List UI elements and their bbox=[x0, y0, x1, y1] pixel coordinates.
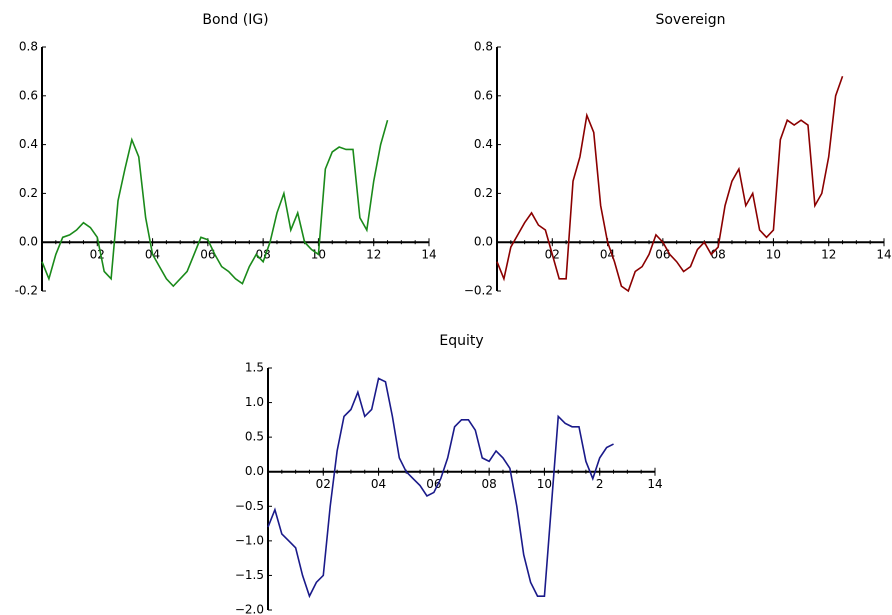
y-tick-label: 0.0 bbox=[474, 235, 493, 249]
y-tick-label: 0.8 bbox=[19, 40, 38, 54]
x-tick-label: 12 bbox=[821, 248, 836, 262]
y-tick-label: −2.0 bbox=[235, 603, 264, 615]
x-tick-label: 2 bbox=[596, 477, 604, 491]
x-tick-label: 04 bbox=[371, 477, 386, 491]
y-tick-label: 0.5 bbox=[245, 430, 264, 444]
y-tick-label: 0.8 bbox=[474, 40, 493, 54]
y-tick-label: −0.2 bbox=[464, 284, 493, 298]
chart-title: Equity bbox=[439, 333, 483, 349]
chart-title: Sovereign bbox=[655, 12, 725, 28]
x-tick-label: 14 bbox=[421, 248, 436, 262]
data-line bbox=[41, 119, 389, 288]
y-tick-label: −0.5 bbox=[235, 499, 264, 513]
y-tick-label: −1.0 bbox=[235, 533, 264, 547]
y-tick-label: 0.6 bbox=[474, 88, 493, 102]
y-tick-label: 0.4 bbox=[474, 137, 493, 151]
x-tick-label: 10 bbox=[766, 248, 781, 262]
y-tick-label: 0.6 bbox=[19, 88, 38, 102]
y-tick-label: 1.0 bbox=[245, 395, 264, 409]
y-tick-label: 0.0 bbox=[19, 235, 38, 249]
x-tick-label: 06 bbox=[426, 477, 441, 491]
y-tick-label: 0.2 bbox=[474, 186, 493, 200]
data-line bbox=[496, 76, 844, 293]
y-tick-label: 0.2 bbox=[19, 186, 38, 200]
y-tick-label: −1.5 bbox=[235, 568, 264, 582]
x-tick-label: 06 bbox=[200, 248, 215, 262]
x-tick-label: 08 bbox=[482, 477, 497, 491]
chart-title: Bond (IG) bbox=[202, 12, 268, 28]
x-tick-label: 14 bbox=[876, 248, 891, 262]
x-tick-label: 06 bbox=[655, 248, 670, 262]
y-tick-label: 0.0 bbox=[245, 464, 264, 478]
y-tick-label: -0.2 bbox=[15, 284, 38, 298]
x-tick-label: 02 bbox=[90, 248, 105, 262]
data-line bbox=[267, 377, 614, 599]
x-tick-label: 10 bbox=[537, 477, 552, 491]
x-tick-label: 12 bbox=[366, 248, 381, 262]
y-tick-label: 0.4 bbox=[19, 137, 38, 151]
y-tick-label: 1.5 bbox=[245, 361, 264, 375]
x-tick-label: 08 bbox=[711, 248, 726, 262]
x-tick-label: 02 bbox=[316, 477, 331, 491]
x-tick-label: 14 bbox=[647, 477, 662, 491]
